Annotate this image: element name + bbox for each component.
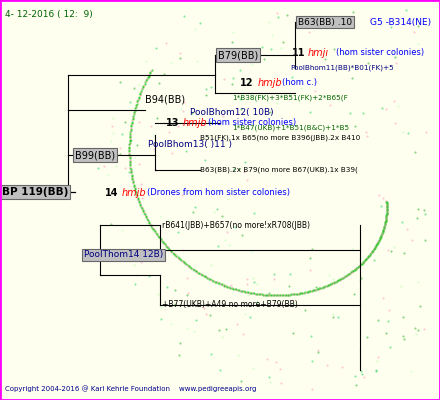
- Text: (Drones from hom sister colonies): (Drones from hom sister colonies): [147, 188, 290, 198]
- Text: PoolBhom13( )11 ): PoolBhom13( )11 ): [148, 140, 232, 150]
- Text: B51(FK).1x B65(no more B396(JBB).2x B410: B51(FK).1x B65(no more B396(JBB).2x B410: [200, 135, 360, 141]
- Text: hmjb: hmjb: [122, 188, 147, 198]
- Text: hmjı: hmjı: [308, 48, 329, 58]
- Text: B79(BB): B79(BB): [218, 50, 258, 60]
- Text: (hom sister colonies): (hom sister colonies): [208, 118, 296, 128]
- Text: hmjb: hmjb: [258, 78, 282, 88]
- Text: rB641(JBB)+B657(no more!xR708(JBB): rB641(JBB)+B657(no more!xR708(JBB): [162, 220, 310, 230]
- Text: B94(BB): B94(BB): [145, 95, 185, 105]
- Text: PoolThom14 12B): PoolThom14 12B): [84, 250, 163, 260]
- Text: PoolBhom11(BB)*B01(FK)+5: PoolBhom11(BB)*B01(FK)+5: [290, 65, 394, 71]
- Text: (hom c.): (hom c.): [282, 78, 317, 88]
- Text: 1*B47(UKB)+1*B51(B&C)+1*B5: 1*B47(UKB)+1*B51(B&C)+1*B5: [232, 125, 349, 131]
- Text: B63(BB) .10: B63(BB) .10: [298, 18, 352, 26]
- Text: 14: 14: [105, 188, 118, 198]
- Text: (hom sister colonies): (hom sister colonies): [336, 48, 424, 58]
- Text: +B77(UKB)+A49 no more+B79(BB): +B77(UKB)+A49 no more+B79(BB): [162, 300, 298, 310]
- Text: 1*B38(FK)+3*B51(FK)+2*B65(F: 1*B38(FK)+3*B51(FK)+2*B65(F: [232, 95, 348, 101]
- Text: BP 119(BB): BP 119(BB): [2, 187, 68, 197]
- Text: 12: 12: [240, 78, 253, 88]
- Text: PoolBhom12( 10B): PoolBhom12( 10B): [190, 108, 274, 118]
- Text: B99(BB): B99(BB): [75, 150, 115, 160]
- Text: 11: 11: [292, 48, 305, 58]
- Text: 4- 12-2016 ( 12:  9): 4- 12-2016 ( 12: 9): [5, 10, 93, 19]
- Text: hmjb: hmjb: [183, 118, 208, 128]
- Text: 13: 13: [166, 118, 180, 128]
- Text: Copyright 2004-2016 @ Karl Kehrle Foundation    www.pedigreeapis.org: Copyright 2004-2016 @ Karl Kehrle Founda…: [5, 385, 257, 392]
- Text: B63(BB).2x B79(no more B67(UKB).1x B39(: B63(BB).2x B79(no more B67(UKB).1x B39(: [200, 167, 358, 173]
- Text: G5 -B314(NE): G5 -B314(NE): [370, 18, 431, 26]
